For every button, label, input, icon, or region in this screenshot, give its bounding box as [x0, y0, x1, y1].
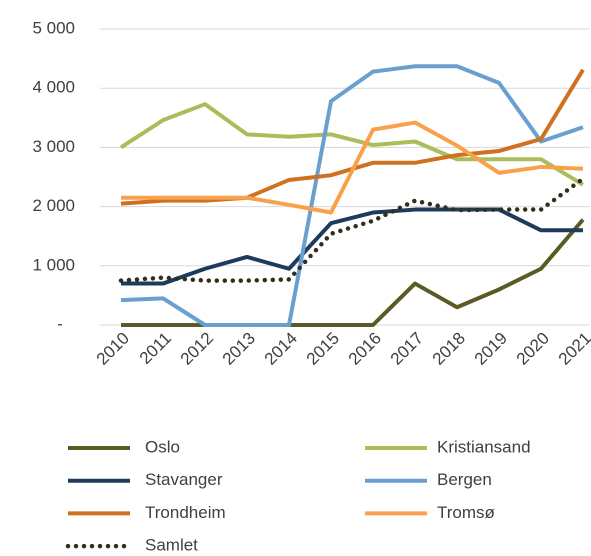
y-tick-label: -	[57, 314, 63, 333]
series-line	[121, 207, 583, 286]
legend-label: Kristiansand	[437, 437, 531, 456]
x-tick-label: 2019	[471, 329, 511, 369]
series-line	[121, 218, 585, 327]
x-tick-label: 2010	[93, 329, 133, 369]
x-tick-label: 2013	[219, 329, 259, 369]
legend-label: Tromsø	[437, 503, 495, 522]
x-tick-label: 2014	[261, 329, 301, 369]
x-tick-label: 2016	[345, 329, 385, 369]
series-line	[121, 120, 584, 215]
x-tick-label: 2015	[303, 329, 343, 369]
x-tick-label: 2017	[387, 329, 427, 369]
y-tick-label: 1 000	[32, 255, 75, 274]
x-tick-label: 2011	[136, 329, 175, 368]
y-tick-label: 3 000	[32, 137, 75, 156]
x-tick-label: 2018	[429, 329, 469, 369]
series-line	[120, 64, 584, 327]
legend-label: Trondheim	[145, 503, 226, 522]
legend-label: Oslo	[145, 437, 180, 456]
x-tick-label: 2012	[177, 329, 217, 369]
y-tick-label: 2 000	[32, 196, 75, 215]
series-line	[120, 68, 585, 206]
x-tick-label: 2020	[513, 329, 553, 369]
series-line	[119, 102, 585, 187]
y-tick-label: 4 000	[32, 78, 75, 97]
y-tick-label: 5 000	[32, 18, 75, 37]
legend-label: Stavanger	[145, 470, 223, 489]
legend-label: Bergen	[437, 470, 492, 489]
legend-label: Samlet	[145, 536, 198, 555]
x-tick-label: 2021	[555, 329, 591, 369]
